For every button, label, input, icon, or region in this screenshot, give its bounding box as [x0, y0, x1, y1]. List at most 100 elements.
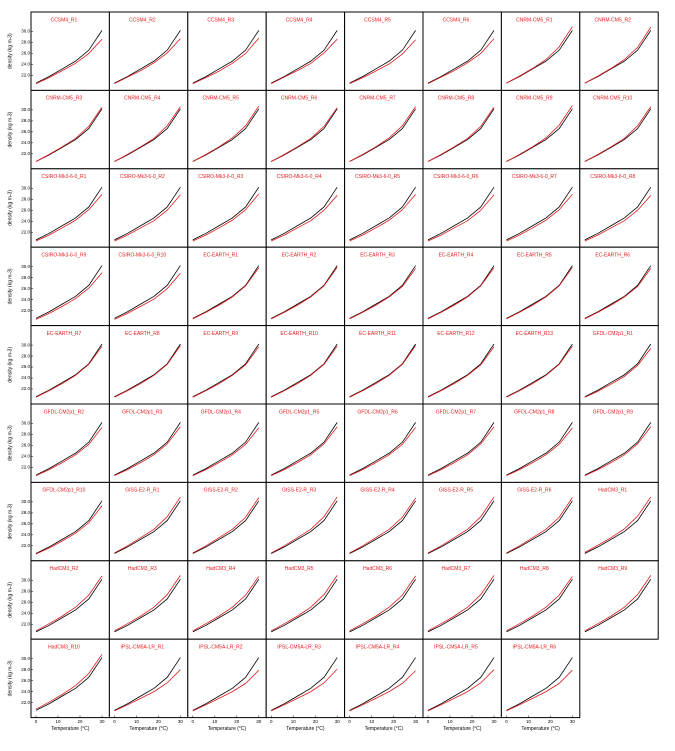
- x-tick-label: 20: [77, 719, 83, 724]
- curve: [506, 267, 573, 320]
- panel-frame: [187, 168, 267, 248]
- panel-frame: [187, 89, 267, 170]
- panel-title: CSIRO-Mk3-6-0_R3: [198, 174, 243, 180]
- x-tick-label: 20: [234, 719, 240, 724]
- curve: [427, 106, 495, 162]
- curve: [427, 657, 495, 711]
- curve: [349, 106, 416, 162]
- y-axis-label: density (kg m-3): [7, 582, 13, 618]
- y-tick-label: 24.0: [21, 689, 30, 694]
- curve: [506, 194, 573, 242]
- panel-title: CSIRO-Mk3-6-0_R10: [118, 253, 166, 259]
- x-axis-label: Temperature (°C): [208, 726, 247, 732]
- curve: [271, 500, 338, 554]
- curve: [192, 37, 260, 85]
- curve: [35, 30, 103, 84]
- panel-frame: [422, 638, 502, 719]
- x-axis-label: Temperature (°C): [521, 726, 560, 732]
- panel-title: CNRM-CM5_R1: [516, 17, 553, 23]
- curve: [192, 108, 260, 162]
- curve: [349, 186, 416, 241]
- panel-title: HadCM3_R4: [206, 566, 235, 572]
- y-tick-label: 30.0: [21, 264, 30, 269]
- panel-frame: [344, 325, 424, 405]
- curve: [349, 578, 416, 633]
- panel-title: EC-EARTH_R6: [595, 253, 630, 259]
- x-tick-label: 20: [156, 719, 162, 724]
- x-tick-label: 20: [391, 719, 397, 724]
- curve: [35, 265, 103, 319]
- curve: [349, 575, 416, 632]
- curve: [427, 346, 495, 398]
- panel-title: CSIRO-Mk3-6-0_R8: [590, 174, 635, 180]
- y-tick-label: 28.0: [21, 510, 30, 515]
- panel-frame: [579, 325, 659, 405]
- panel-title: HadCM3_R3: [128, 566, 157, 572]
- panel-title: HadCM3_R2: [49, 566, 78, 572]
- x-tick-label: 10: [291, 719, 297, 724]
- curve: [584, 343, 652, 398]
- x-tick-label: 30: [256, 719, 262, 724]
- panel-frame: [344, 246, 424, 327]
- curve: [506, 345, 573, 398]
- panel-title: CSIRO-Mk3-6-0_R5: [355, 174, 400, 180]
- y-tick-label: 24.0: [21, 140, 30, 145]
- curve: [271, 578, 338, 633]
- y-tick-label: 26.0: [21, 51, 30, 56]
- curve: [427, 578, 495, 633]
- curve: [271, 30, 338, 84]
- y-tick-label: 22.0: [21, 621, 30, 626]
- y-tick-label: 30.0: [21, 107, 30, 112]
- y-tick-label: 26.0: [21, 129, 30, 134]
- panel-frame: [422, 246, 502, 327]
- panel-title: CNRM-CM5_R5: [203, 96, 240, 102]
- panel-title: CSIRO-Mk3-6-0_R4: [277, 174, 322, 180]
- panel-frame: [108, 89, 189, 170]
- curve: [192, 30, 260, 84]
- panel-title: GISS-E2-R_R4: [360, 488, 394, 494]
- curve: [584, 186, 652, 241]
- y-tick-label: 28.0: [21, 353, 30, 358]
- panel-title: EC-EARTH_R8: [125, 331, 160, 337]
- panel-title: CCSM4_R6: [443, 17, 470, 23]
- curve: [35, 108, 103, 162]
- curve: [427, 669, 495, 712]
- curve: [35, 38, 103, 85]
- curve: [271, 426, 338, 477]
- panel-frame: [422, 325, 502, 405]
- y-tick-label: 24.0: [21, 610, 30, 615]
- panel-title: GFDL-CM2p1_R4: [201, 409, 242, 415]
- y-tick-label: 22.0: [21, 386, 30, 391]
- panel-title: CSIRO-Mk3-6-0_R6: [433, 174, 478, 180]
- panel-frame: [265, 89, 346, 170]
- curve: [349, 39, 416, 85]
- y-tick-label: 22.0: [21, 308, 30, 313]
- curve: [349, 345, 416, 398]
- panel-frame: [187, 246, 267, 327]
- curve: [349, 422, 416, 476]
- y-tick-label: 26.0: [21, 364, 30, 369]
- curve: [271, 668, 338, 712]
- panel-title: CNRM-CM5_R9: [516, 96, 553, 102]
- panel-title: GFDL-CM2p1_R10: [42, 488, 85, 494]
- panel-title: GFDL-CM2p1_R3: [122, 409, 163, 415]
- curve: [427, 265, 495, 319]
- curve: [192, 343, 260, 398]
- y-tick-label: 24.0: [21, 62, 30, 67]
- curve: [35, 106, 103, 162]
- panel-frame: [344, 89, 424, 170]
- curve: [427, 186, 495, 241]
- y-axis-label: density (kg m-3): [7, 268, 13, 304]
- panel-title: IPSL-CM5A-LR_R4: [356, 645, 400, 651]
- curve: [506, 500, 573, 554]
- curve: [584, 496, 652, 553]
- panel-frame: [265, 325, 346, 405]
- panel-title: GISS-E2-R_R6: [517, 488, 551, 494]
- panel-title: HadCM3_R8: [520, 566, 549, 572]
- panel-frame: [187, 403, 267, 483]
- curve: [584, 265, 652, 319]
- curve: [427, 194, 495, 242]
- panel-title: HadCM3_R5: [285, 566, 314, 572]
- y-tick-label: 24.0: [21, 297, 30, 302]
- curve: [114, 108, 181, 162]
